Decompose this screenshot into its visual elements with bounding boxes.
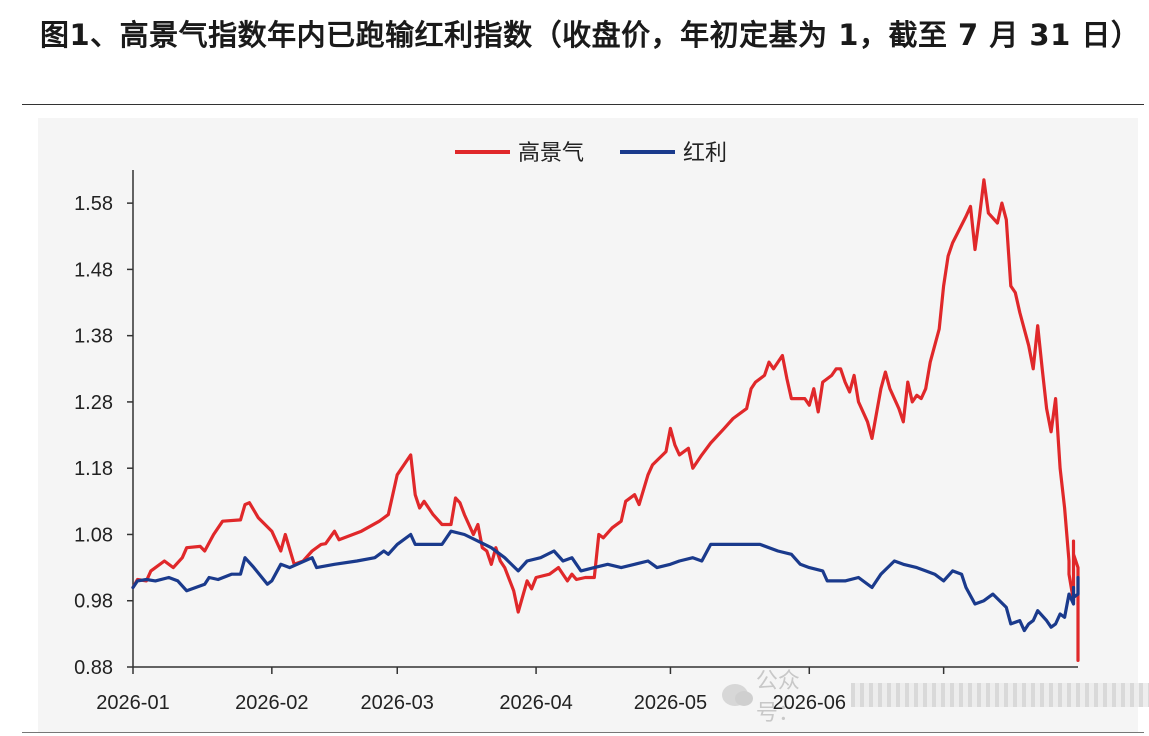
y-tick-label: 1.28 [74, 392, 113, 414]
bottom-divider [22, 732, 1144, 733]
x-tick-label: 2026-02 [235, 692, 308, 714]
watermark: 公众号： [722, 663, 1149, 727]
watermark-blurred-name [851, 683, 1149, 707]
plot-background [38, 118, 1138, 732]
title-divider [22, 104, 1144, 105]
x-tick-label: 2026-04 [499, 692, 572, 714]
wechat-icon [722, 684, 753, 706]
legend-label-high-prosperity: 高景气 [518, 141, 584, 166]
x-tick-label: 2026-03 [361, 692, 434, 714]
series-line-dividend [131, 529, 1080, 633]
watermark-text: 公众号： [755, 669, 800, 726]
y-tick-label: 1.48 [74, 259, 113, 281]
x-tick-label: 2026-06 [773, 692, 846, 714]
y-tick-label: 1.38 [74, 326, 113, 348]
y-tick-label: 1.08 [74, 524, 113, 546]
legend-label-dividend: 红利 [683, 141, 727, 166]
x-tick-label: 2026-01 [96, 692, 169, 714]
x-tick-label: 2026-05 [634, 692, 707, 714]
y-tick-label: 1.18 [74, 458, 113, 480]
figure-title: 图1、高景气指数年内已跑输红利指数（收盘价，年初定基为 1，截至 7 月 31 … [40, 18, 1141, 52]
y-tick-label: 0.88 [74, 657, 113, 679]
y-tick-label: 0.98 [74, 591, 113, 613]
y-tick-label: 1.58 [74, 193, 113, 215]
series-line-high-prosperity [131, 178, 1080, 662]
